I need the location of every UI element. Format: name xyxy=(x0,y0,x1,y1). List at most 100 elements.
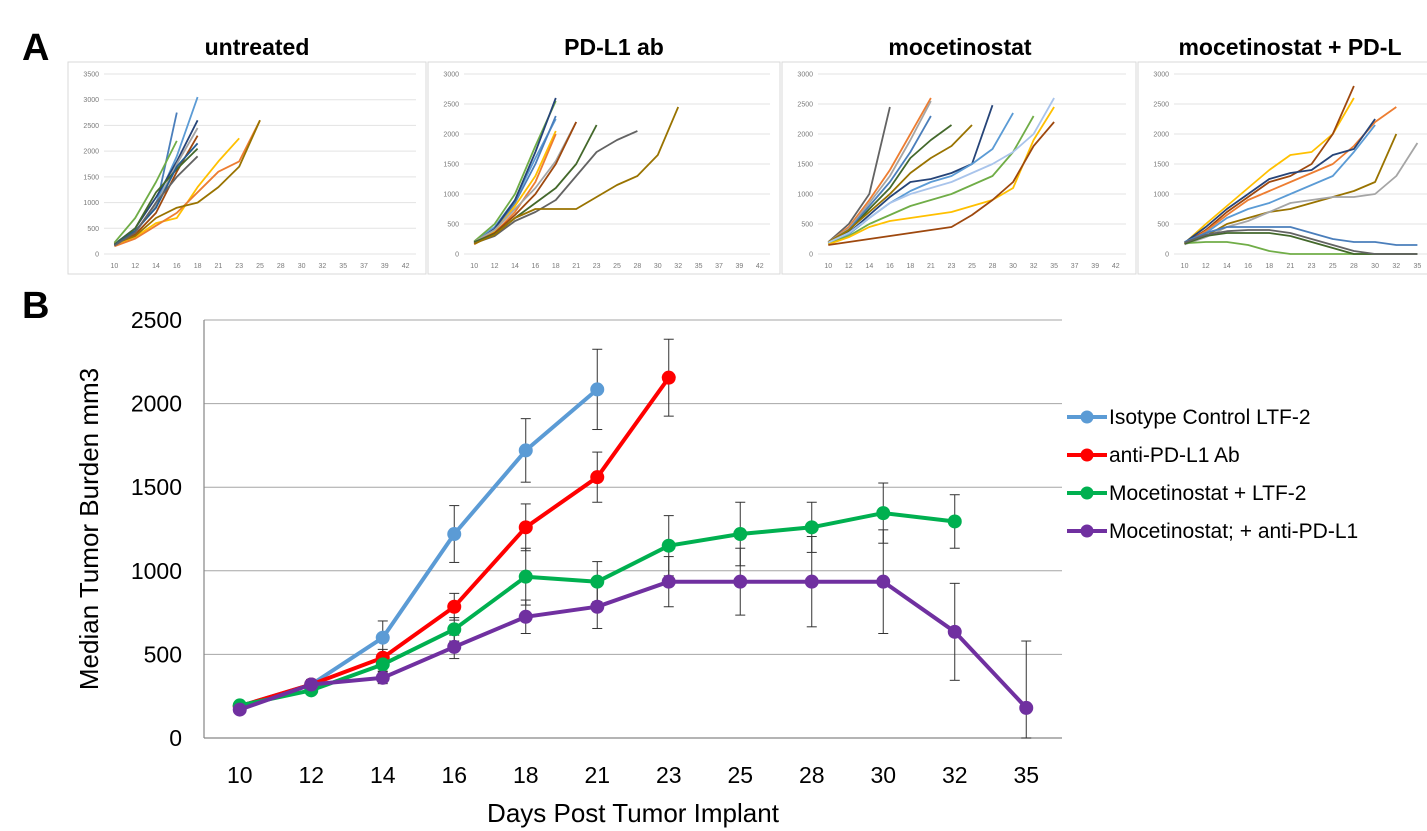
main-x-tick-label: 28 xyxy=(799,762,825,788)
small-x-tick-label: 18 xyxy=(1265,263,1273,270)
small-x-tick-label: 32 xyxy=(674,263,682,270)
small-x-tick-label: 16 xyxy=(173,263,181,270)
legend-label: Mocetinostat + LTF-2 xyxy=(1109,482,1306,505)
series-line-0 xyxy=(239,387,599,709)
data-point xyxy=(661,370,676,385)
small-y-tick-label: 1000 xyxy=(1153,192,1169,199)
small-x-tick-label: 18 xyxy=(552,263,560,270)
data-point xyxy=(876,574,891,589)
small-x-tick-label: 30 xyxy=(1371,263,1379,270)
data-point xyxy=(447,599,462,614)
small-chart-title: untreated xyxy=(205,34,310,60)
small-y-tick-label: 3000 xyxy=(83,97,99,104)
small-x-tick-label: 18 xyxy=(194,263,202,270)
small-x-tick-label: 14 xyxy=(865,263,873,270)
main-x-tick-label: 23 xyxy=(656,762,682,788)
small-y-tick-label: 0 xyxy=(809,252,813,259)
small-y-tick-label: 500 xyxy=(447,222,459,229)
data-point xyxy=(876,506,891,521)
small-series-line xyxy=(828,115,1035,245)
panel-a-label: A xyxy=(22,27,49,69)
small-x-tick-label: 25 xyxy=(613,263,621,270)
small-y-tick-label: 3500 xyxy=(83,72,99,79)
small-series-line xyxy=(828,106,1055,246)
small-y-tick-label: 0 xyxy=(95,252,99,259)
small-chart-title: mocetinostat + PD-L xyxy=(1178,34,1401,60)
small-y-tick-label: 2000 xyxy=(83,149,99,156)
small-series-line xyxy=(828,121,1055,246)
main-y-tick-label: 1500 xyxy=(131,474,182,500)
data-point xyxy=(590,382,605,397)
small-series-line xyxy=(827,124,953,245)
data-point xyxy=(804,574,819,589)
small-x-tick-label: 32 xyxy=(1030,263,1038,270)
small-chart-title: PD-L1 ab xyxy=(564,34,664,60)
legend-swatch-marker xyxy=(1080,486,1094,500)
small-y-tick-label: 500 xyxy=(801,222,813,229)
small-y-tick-label: 1000 xyxy=(443,192,459,199)
small-series-line xyxy=(827,106,891,243)
small-x-tick-label: 35 xyxy=(1050,263,1058,270)
legend-item: anti-PD-L1 Ab xyxy=(1067,444,1240,467)
small-x-tick-label: 35 xyxy=(339,263,347,270)
small-series-line xyxy=(1184,85,1355,245)
small-x-tick-label: 10 xyxy=(824,263,832,270)
legend-label: Mocetinostat; + anti-PD-L1 xyxy=(1109,520,1358,543)
small-x-tick-label: 21 xyxy=(1287,263,1295,270)
small-x-tick-label: 23 xyxy=(235,263,243,270)
small-x-tick-label: 10 xyxy=(470,263,478,270)
data-point xyxy=(447,527,462,542)
small-y-tick-label: 1000 xyxy=(83,200,99,207)
small-x-tick-label: 21 xyxy=(927,263,935,270)
small-x-tick-label: 28 xyxy=(1350,263,1358,270)
small-x-tick-label: 30 xyxy=(298,263,306,270)
legend-swatch-marker xyxy=(1080,448,1094,462)
small-x-tick-label: 23 xyxy=(948,263,956,270)
small-x-tick-label: 39 xyxy=(736,263,744,270)
small-x-tick-label: 14 xyxy=(511,263,519,270)
small-y-tick-label: 0 xyxy=(455,252,459,259)
small-series-line xyxy=(1183,97,1355,244)
small-x-tick-label: 35 xyxy=(695,263,703,270)
data-point xyxy=(518,443,533,458)
small-series-line xyxy=(827,124,973,243)
small-x-tick-label: 42 xyxy=(1112,263,1120,270)
small-chart-frame xyxy=(427,61,781,275)
small-series-line xyxy=(113,147,199,246)
small-x-tick-label: 16 xyxy=(886,263,894,270)
small-x-tick-label: 16 xyxy=(532,263,540,270)
small-x-tick-label: 30 xyxy=(1009,263,1017,270)
small-series-line xyxy=(827,97,932,244)
small-x-tick-label: 12 xyxy=(1202,263,1210,270)
main-x-tick-label: 25 xyxy=(727,762,753,788)
legend-swatch-marker xyxy=(1080,410,1094,424)
small-series-line xyxy=(114,119,261,245)
data-point xyxy=(590,470,605,485)
small-series-line xyxy=(827,97,1055,244)
legend-item: Isotype Control LTF-2 xyxy=(1067,406,1311,429)
small-x-tick-label: 25 xyxy=(256,263,264,270)
main-x-tick-label: 14 xyxy=(370,762,396,788)
data-point xyxy=(304,677,319,692)
small-series-line xyxy=(473,106,680,245)
small-x-tick-label: 12 xyxy=(491,263,499,270)
series-line-3 xyxy=(239,579,1028,712)
small-x-tick-label: 28 xyxy=(634,263,642,270)
small-y-tick-label: 3000 xyxy=(797,72,813,79)
small-x-tick-label: 12 xyxy=(845,263,853,270)
small-series-line xyxy=(113,142,199,247)
main-y-tick-label: 500 xyxy=(144,641,182,667)
main-x-tick-label: 35 xyxy=(1013,762,1039,788)
small-x-tick-label: 39 xyxy=(381,263,389,270)
small-y-tick-label: 1500 xyxy=(443,162,459,169)
data-point xyxy=(590,574,605,589)
small-x-tick-label: 14 xyxy=(152,263,160,270)
small-x-tick-label: 21 xyxy=(572,263,580,270)
main-x-tick-label: 16 xyxy=(441,762,467,788)
small-x-tick-label: 23 xyxy=(1308,263,1316,270)
main-x-tick-label: 12 xyxy=(298,762,324,788)
small-y-tick-label: 2500 xyxy=(443,102,459,109)
data-point xyxy=(733,527,748,542)
